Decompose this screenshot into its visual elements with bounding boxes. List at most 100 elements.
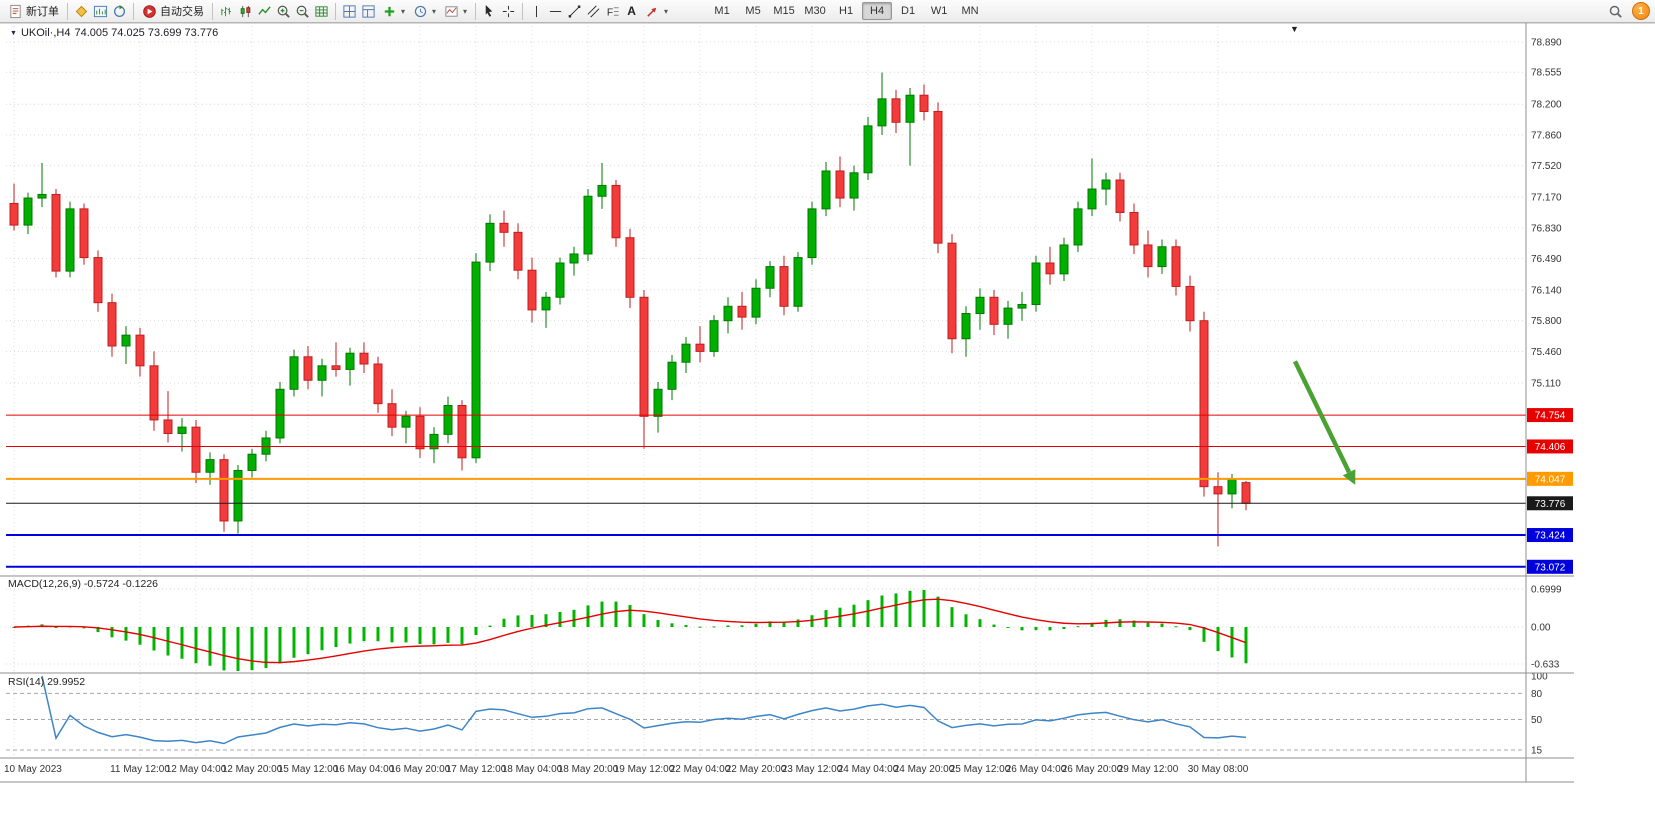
timeframe-button-mn[interactable]: MN <box>961 5 979 17</box>
new-order-button[interactable]: 新订单 <box>5 1 62 21</box>
separator <box>133 2 134 20</box>
svg-text:76.490: 76.490 <box>1531 254 1562 265</box>
grid-layer <box>6 26 1523 758</box>
svg-text:0.6999: 0.6999 <box>1531 585 1562 596</box>
svg-text:73.776: 73.776 <box>1535 499 1566 510</box>
separator <box>475 2 477 20</box>
svg-text:22 May 20:00: 22 May 20:00 <box>726 764 787 775</box>
svg-text:12 May 04:00: 12 May 04:00 <box>166 764 227 775</box>
svg-text:75.800: 75.800 <box>1531 316 1562 327</box>
favorites-button[interactable] <box>73 3 90 20</box>
dropdown-caret-icon: ▾ <box>401 6 406 16</box>
timeframe-button-m5[interactable]: M5 <box>745 5 761 17</box>
timeframe-button-h4[interactable]: H4 <box>862 2 893 20</box>
symbol-period-label: UKOil·,H4 <box>20 27 71 39</box>
crosshair-icon <box>502 5 515 17</box>
timeframe-button-m30[interactable]: M30 <box>804 5 826 17</box>
svg-text:19 May 12:00: 19 May 12:00 <box>614 764 675 775</box>
fibonacci-button[interactable]: F <box>604 3 621 20</box>
svg-text:80: 80 <box>1531 689 1543 700</box>
autotrade-play-icon <box>143 4 156 18</box>
svg-text:77.170: 77.170 <box>1531 193 1562 204</box>
add-indicator-button[interactable]: ▾ <box>379 1 408 21</box>
svg-text:74.406: 74.406 <box>1535 442 1566 453</box>
channel-icon <box>587 5 600 17</box>
new-chart-button[interactable] <box>92 3 109 20</box>
svg-text:74.047: 74.047 <box>1535 474 1566 485</box>
bar-chart-button[interactable] <box>218 3 235 20</box>
hlines-layer: 74.754 74.406 74.047 73.776 73.424 73.072 <box>6 408 1573 574</box>
svg-text:24 May 04:00: 24 May 04:00 <box>838 764 899 775</box>
svg-text:-0.633: -0.633 <box>1531 660 1560 671</box>
zoom-out-button[interactable] <box>294 3 311 20</box>
svg-text:100: 100 <box>1531 672 1548 683</box>
autotrading-label: 自动交易 <box>160 6 204 18</box>
svg-text:18 May 20:00: 18 May 20:00 <box>558 764 619 775</box>
horizontal-line-icon <box>549 10 562 12</box>
chart-symbol-title: ▼ UKOil·,H4 74.005 74.025 73.699 73.776 <box>10 27 218 39</box>
vertical-line-button[interactable] <box>528 3 545 20</box>
timeframe-button-h1[interactable]: H1 <box>839 5 854 17</box>
template-icon <box>445 5 458 17</box>
svg-text:26 May 20:00: 26 May 20:00 <box>1062 764 1123 775</box>
timeframe-button-m15[interactable]: M15 <box>773 5 795 17</box>
text-tool-button[interactable]: A <box>627 4 636 18</box>
arrows-tool-button[interactable]: ▾ <box>642 1 671 21</box>
svg-text:16 May 04:00: 16 May 04:00 <box>334 764 395 775</box>
svg-text:F: F <box>607 7 613 18</box>
tile-windows-button[interactable] <box>313 3 330 20</box>
chart-dropdown-arrow-icon[interactable]: ▼ <box>10 29 17 37</box>
svg-text:18 May 04:00: 18 May 04:00 <box>502 764 563 775</box>
cursor-button[interactable] <box>481 3 498 20</box>
timeframe-button-m1[interactable]: M1 <box>714 5 730 17</box>
timeframe-group: M1 M5 M15 M30 H1 H4 D1 W1 MN <box>707 2 985 20</box>
cascade-charts-button[interactable] <box>360 3 377 20</box>
refresh-icon <box>113 4 126 17</box>
autotrading-button[interactable]: 自动交易 <box>139 1 207 21</box>
zoom-in-button[interactable] <box>275 3 292 20</box>
notification-badge[interactable]: 1 <box>1632 2 1650 20</box>
svg-text:16 May 20:00: 16 May 20:00 <box>390 764 451 775</box>
dropdown-caret-icon: ▾ <box>463 6 468 16</box>
trendline-button[interactable] <box>566 3 583 20</box>
vertical-line-icon <box>536 5 538 17</box>
cascade-icon <box>362 4 375 18</box>
search-icon <box>1609 5 1622 18</box>
fibonacci-icon: F <box>607 7 619 18</box>
templates-button[interactable]: ▾ <box>441 1 470 21</box>
line-chart-button[interactable] <box>256 3 273 20</box>
crosshair-button[interactable] <box>500 3 517 20</box>
refresh-button[interactable] <box>111 3 128 20</box>
horizontal-line-button[interactable] <box>547 3 564 20</box>
cursor-icon <box>485 4 493 17</box>
search-button[interactable] <box>1607 3 1624 20</box>
macd-layer <box>12 589 1248 671</box>
candles-layer <box>9 72 1251 547</box>
line-chart-icon <box>258 5 271 15</box>
chart-shift-marker-icon[interactable]: ▼ <box>1290 24 1299 34</box>
candlestick-chart-button[interactable] <box>237 3 254 20</box>
grid-icon <box>315 5 328 17</box>
rsi-indicator-label: RSI(14) 29.9952 <box>8 676 86 688</box>
timeframe-button-w1[interactable]: W1 <box>930 5 948 17</box>
channel-button[interactable] <box>585 3 602 20</box>
new-order-label: 新订单 <box>26 6 59 18</box>
periods-button[interactable]: ▾ <box>410 1 439 21</box>
separator <box>522 2 524 20</box>
annotation-layer <box>1292 360 1356 485</box>
bar-chart-icon <box>221 6 231 16</box>
svg-text:73.424: 73.424 <box>1535 531 1566 542</box>
arrange-icon <box>343 4 356 18</box>
arrange-charts-button[interactable] <box>341 3 358 20</box>
svg-text:77.520: 77.520 <box>1531 161 1562 172</box>
svg-text:78.890: 78.890 <box>1531 38 1562 49</box>
svg-text:77.860: 77.860 <box>1531 130 1562 141</box>
separator <box>67 2 68 20</box>
separator <box>335 2 336 20</box>
svg-text:0.00: 0.00 <box>1531 623 1551 634</box>
timeframe-button-d1[interactable]: D1 <box>901 5 916 17</box>
candlestick-icon <box>240 5 251 17</box>
